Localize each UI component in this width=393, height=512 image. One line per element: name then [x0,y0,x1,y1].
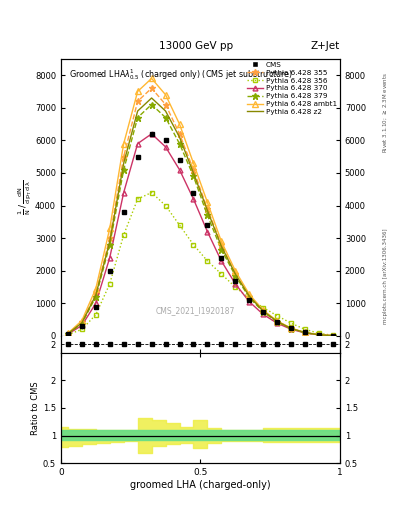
Y-axis label: $\mathrm{\frac{1}{N}\,/\,\frac{dN}{d\,p_T\,d\,\lambda}}$: $\mathrm{\frac{1}{N}\,/\,\frac{dN}{d\,p_… [16,180,33,215]
Text: Rivet 3.1.10; $\geq$ 2.3M events: Rivet 3.1.10; $\geq$ 2.3M events [381,72,389,153]
Text: 13000 GeV pp: 13000 GeV pp [160,41,233,51]
Text: Groomed LHA$\lambda^{1}_{0.5}$ (charged only) (CMS jet substructure): Groomed LHA$\lambda^{1}_{0.5}$ (charged … [69,67,294,82]
Legend: CMS, Pythia 6.428 355, Pythia 6.428 356, Pythia 6.428 370, Pythia 6.428 379, Pyt: CMS, Pythia 6.428 355, Pythia 6.428 356,… [246,60,338,116]
Y-axis label: Ratio to CMS: Ratio to CMS [31,381,40,435]
Text: mcplots.cern.ch [arXiv:1306.3436]: mcplots.cern.ch [arXiv:1306.3436] [383,229,387,324]
Text: CMS_2021_I1920187: CMS_2021_I1920187 [155,307,235,315]
Text: Z+Jet: Z+Jet [311,41,340,51]
X-axis label: groomed LHA (charged-only): groomed LHA (charged-only) [130,480,271,490]
